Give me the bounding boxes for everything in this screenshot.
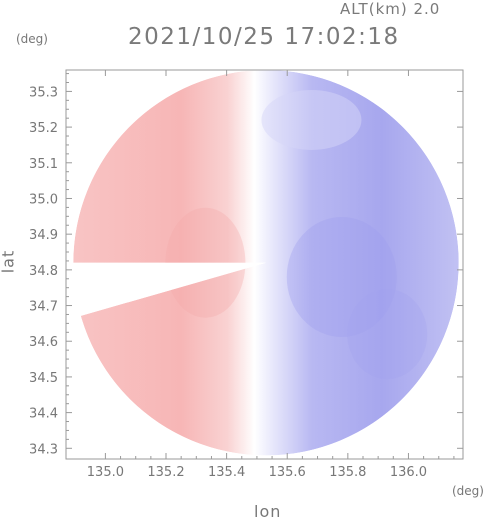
x-tick-label: 135.2: [147, 465, 184, 480]
x-axis-ticks: 135.0 135.2 135.4 135.6 135.8 136.0: [87, 70, 455, 480]
field-patch-2: [347, 289, 428, 380]
field-patch-3: [261, 89, 362, 150]
y-axis-unit: (deg): [16, 32, 48, 46]
y-tick-label: 34.6: [29, 335, 58, 350]
y-tick-label: 35.1: [29, 157, 58, 172]
plot-frame: [65, 69, 464, 460]
y-tick-label: 34.8: [29, 264, 58, 279]
x-tick-label: 135.8: [329, 465, 366, 480]
datetime-title: 2021/10/25 17:02:18: [128, 24, 400, 50]
x-tick-label: 136.0: [390, 465, 427, 480]
altitude-label: ALT(km) 2.0: [340, 0, 441, 18]
y-tick-label: 35.2: [29, 121, 58, 136]
y-tick-label: 34.4: [29, 407, 58, 422]
x-tick-label: 135.6: [269, 465, 306, 480]
y-tick-label: 34.5: [29, 371, 58, 386]
x-tick-label: 135.4: [208, 465, 245, 480]
y-axis-ticks: 34.3 34.4 34.5 34.6 34.7 34.8 34.9 35.0 35.1 35.2…: [29, 73, 463, 457]
y-tick-label: 35.3: [29, 85, 58, 100]
field-patch-1: [286, 216, 397, 337]
x-tick-label: 135.0: [87, 465, 124, 480]
y-tick-label: 35.0: [29, 192, 58, 207]
plot-border: [65, 69, 464, 460]
y-tick-label: 34.9: [29, 228, 58, 243]
x-axis-unit: (deg): [452, 484, 484, 498]
blocked-sector: [73, 262, 267, 316]
y-tick-label: 34.3: [29, 442, 58, 457]
x-axis-label: lon: [254, 502, 282, 521]
y-tick-label: 34.7: [29, 300, 58, 315]
